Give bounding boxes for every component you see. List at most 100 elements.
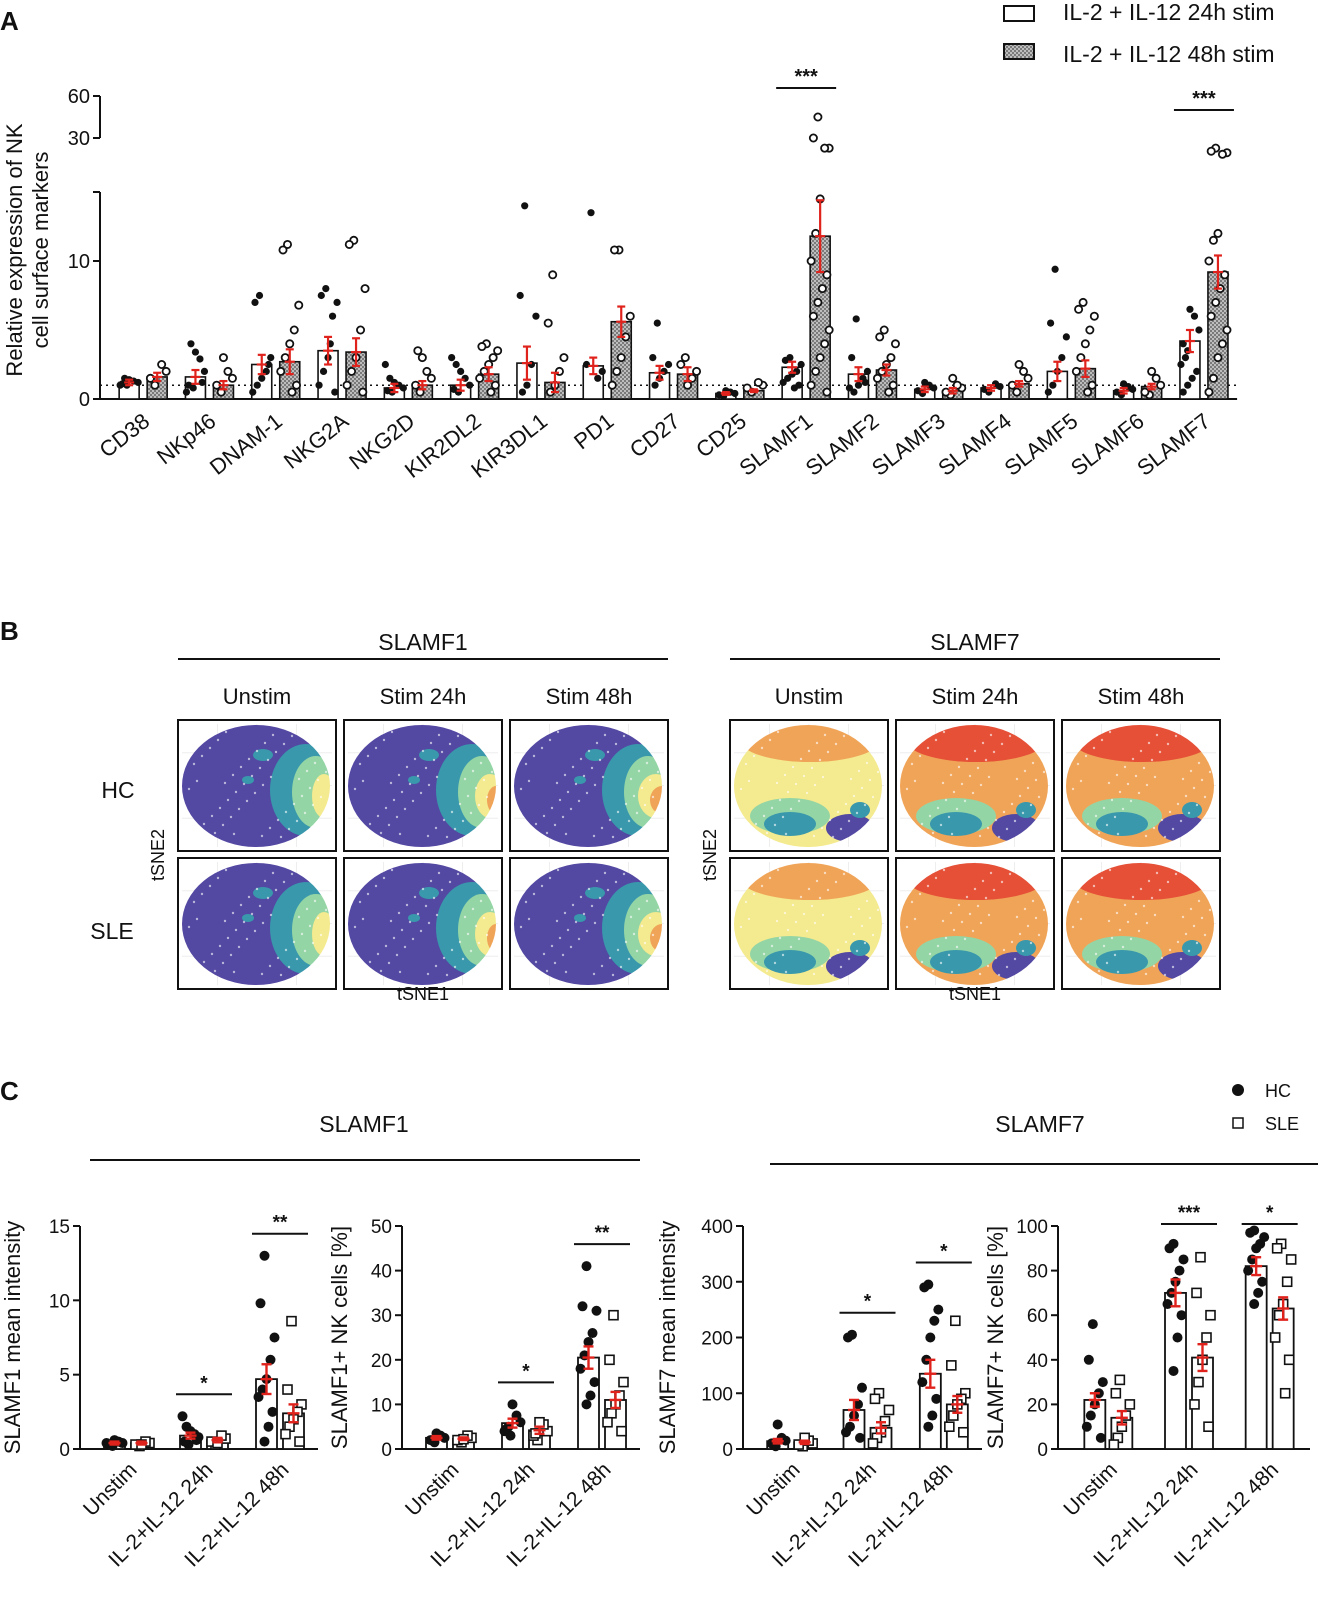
- tsne-speckle: [1037, 933, 1041, 937]
- tsne-speckle: [1105, 961, 1109, 965]
- panel-c-point-hc: [101, 1438, 112, 1449]
- panel-a-point: [287, 387, 297, 397]
- tsne-speckle: [426, 972, 430, 976]
- panel-c-ylabel: SLAMF7 mean intensity: [655, 1221, 680, 1455]
- panel-a-point: [466, 381, 474, 389]
- tsne-speckle: [290, 872, 294, 876]
- panel-a-point: [753, 377, 763, 387]
- tsne-speckle: [218, 806, 222, 810]
- panel-a-point: [285, 339, 295, 349]
- tsne-speckle: [274, 888, 278, 892]
- tsne-speckle: [1131, 895, 1135, 899]
- tsne-speckle: [931, 831, 935, 835]
- panel-a-point: [625, 311, 635, 321]
- tsne-speckle: [611, 973, 615, 977]
- tsne-speckle: [276, 956, 280, 960]
- tsne-speckle: [1208, 908, 1212, 912]
- tsne-speckle: [765, 969, 769, 973]
- tsne-speckle: [376, 814, 380, 818]
- tsne-speckle: [950, 970, 954, 974]
- panel-a-category-label: NKG2A: [279, 408, 353, 474]
- tsne-speckle: [1023, 769, 1027, 773]
- tsne-speckle: [1166, 742, 1170, 746]
- panel-a-point: [1083, 387, 1093, 397]
- tsne-speckle: [284, 810, 288, 814]
- tsne-speckle: [640, 786, 644, 790]
- panel-a-point: [888, 380, 898, 390]
- panel-c-point-hc: [583, 1336, 594, 1347]
- tsne-speckle: [421, 887, 425, 891]
- tsne-speckle: [997, 835, 1001, 839]
- tsne-speckle: [1145, 783, 1149, 787]
- panel-a-point: [1051, 265, 1059, 273]
- panel-c-ytick-label: 15: [49, 1217, 70, 1238]
- tsne-speckle: [601, 913, 605, 917]
- tsne-speckle: [598, 896, 602, 900]
- tsne-speckle: [374, 884, 378, 888]
- tsne-speckle: [432, 758, 436, 762]
- tsne-speckle: [250, 774, 254, 778]
- tsne-speckle: [295, 957, 299, 961]
- panel-a-category-label: CD38: [95, 408, 155, 462]
- tsne-speckle: [1010, 940, 1014, 944]
- panel-a-point: [1023, 373, 1033, 383]
- tsne-speckle: [1168, 948, 1172, 952]
- tsne-speckle: [216, 876, 220, 880]
- tsne-speckle: [955, 807, 959, 811]
- tsne-speckle: [398, 970, 402, 974]
- panel-c-point-hc: [581, 1399, 592, 1410]
- panel-a-point: [1186, 305, 1194, 313]
- tsne-speckle: [555, 919, 559, 923]
- panel-a-point: [594, 374, 602, 382]
- panel-c-plot: 0 100 200 300 400 SLAMF7 mean intensity Unstim…: [655, 1217, 982, 1572]
- panel-a-point: [426, 373, 436, 383]
- tsne-speckle: [519, 787, 523, 791]
- tsne-speckle: [789, 945, 793, 949]
- panel-a-category-label: SLAMF2: [801, 408, 884, 480]
- tsne-speckle: [1115, 911, 1119, 915]
- tsne-speckle: [949, 911, 953, 915]
- tsne-speckle: [821, 913, 825, 917]
- panel-a-point: [848, 354, 856, 362]
- tsne-plot: [509, 857, 669, 990]
- panel-a-point: [811, 366, 821, 376]
- tsne-speckle: [918, 892, 922, 896]
- tsne-speckle: [458, 802, 462, 806]
- panel-a-point: [863, 367, 872, 375]
- panel-a-point: [1208, 235, 1218, 245]
- tsne-speckle: [556, 868, 560, 872]
- panel-a-point: [612, 366, 622, 376]
- panel-a-point: [280, 353, 290, 363]
- panel-c-point-hc: [1257, 1276, 1268, 1287]
- panel-c-significance-label: *: [200, 1373, 208, 1394]
- panel-c-ytick-label: 10: [49, 1291, 70, 1312]
- tsne-speckle: [981, 741, 985, 745]
- tsne-speckle: [1029, 803, 1033, 807]
- panel-a-point: [813, 112, 823, 122]
- tsne-speckle: [566, 928, 570, 932]
- panel-a-point: [660, 367, 668, 375]
- panel-a-point: [523, 381, 531, 389]
- panel-c-category-label: Unstim: [742, 1458, 804, 1520]
- panel-a-point: [1181, 354, 1190, 362]
- panel-c-point-sle: [958, 1426, 969, 1438]
- tsne-speckle: [368, 822, 372, 826]
- tsne-speckle: [986, 964, 990, 968]
- tsne-speckle: [1100, 876, 1104, 880]
- tsne-speckle: [992, 750, 996, 754]
- panel-c-point-hc: [267, 1406, 278, 1417]
- panel-a-point: [161, 366, 171, 376]
- tsne-speckle: [574, 920, 578, 924]
- tsne-speckle: [561, 953, 565, 957]
- tsne-speckle: [1181, 777, 1185, 781]
- tsne-region: [850, 940, 870, 956]
- panel-a-point: [607, 380, 617, 390]
- panel-a-point: [1078, 297, 1088, 307]
- tsne-speckle: [994, 956, 998, 960]
- tsne-speckle: [828, 956, 832, 960]
- tsne-speckle: [358, 900, 362, 904]
- tsne-speckle: [308, 924, 312, 928]
- tsne-speckle: [540, 884, 544, 888]
- tsne-speckle: [253, 929, 257, 933]
